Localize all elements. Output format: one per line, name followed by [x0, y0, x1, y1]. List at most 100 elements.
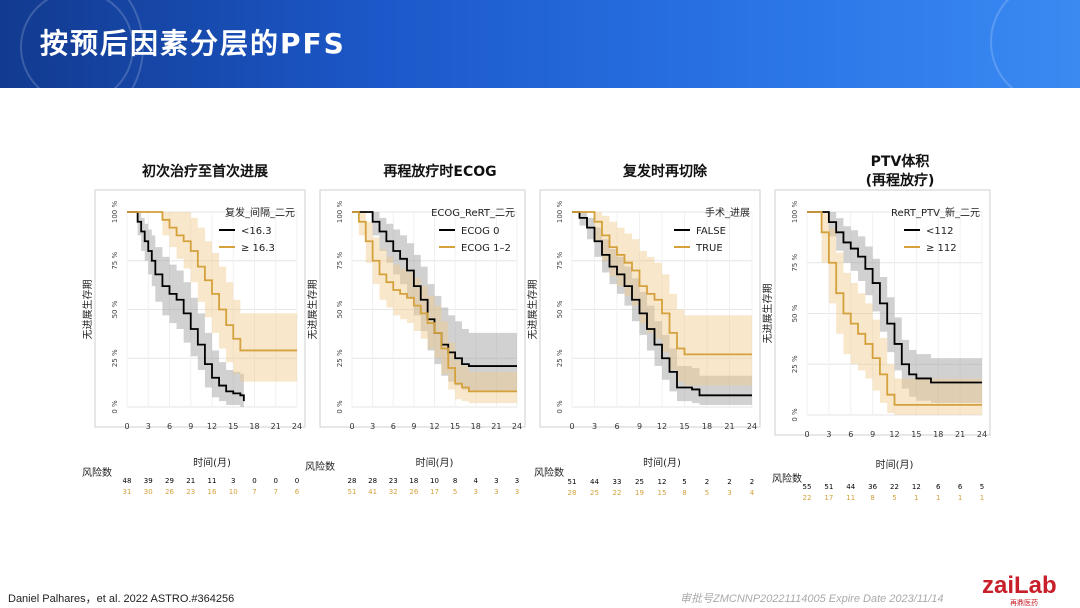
confidence-band-gold — [127, 212, 297, 382]
x-tick-label: 3 — [592, 422, 597, 431]
legend-label: ≥ 112 — [926, 243, 957, 254]
risk-count: 17 — [430, 488, 439, 496]
risk-count: 28 — [368, 477, 377, 485]
risk-count: 1 — [980, 494, 984, 502]
risk-count: 30 — [144, 488, 153, 496]
y-tick-label: 75 % — [556, 252, 564, 270]
risk-count: 11 — [208, 477, 217, 485]
legend-label: FALSE — [696, 226, 726, 237]
risk-count: 12 — [912, 483, 921, 491]
panel-1-title: 初次治疗至首次进展 — [142, 164, 268, 180]
confidence-band-gold — [807, 212, 982, 415]
risk-count: 32 — [389, 488, 398, 496]
x-tick-label: 15 — [450, 422, 460, 431]
legend-label: TRUE — [695, 243, 723, 254]
brain-decoration — [0, 0, 144, 88]
x-tick-label: 6 — [391, 422, 396, 431]
risk-count: 22 — [803, 494, 812, 502]
risk-count: 21 — [186, 477, 195, 485]
plot-frame — [539, 189, 761, 428]
risk-count: 3 — [494, 477, 498, 485]
company-logo-subtext: 再鼎医药 — [1010, 599, 1038, 607]
confidence-band-dark — [807, 212, 982, 403]
risk-count: 8 — [453, 477, 457, 485]
x-tick-label: 24 — [512, 422, 522, 431]
panel-4-title: PTV体积 (再程放疗) — [865, 154, 935, 189]
risk-table-label: 风险数 — [534, 466, 564, 479]
y-tick-label: 75 % — [111, 252, 119, 270]
risk-count: 3 — [231, 477, 235, 485]
risk-count: 3 — [474, 488, 478, 496]
survival-curve-gold — [352, 211, 517, 393]
risk-count: 5 — [705, 489, 709, 497]
risk-count: 1 — [958, 494, 962, 502]
x-tick-label: 0 — [569, 422, 574, 431]
survival-curve-gold — [127, 211, 297, 352]
risk-count: 2 — [727, 478, 731, 486]
risk-count: 51 — [348, 488, 357, 496]
risk-count: 0 — [274, 477, 278, 485]
risk-table-label: 风险数 — [82, 466, 112, 479]
risk-count: 39 — [144, 477, 153, 485]
risk-count: 28 — [568, 489, 577, 497]
x-tick-label: 24 — [977, 430, 987, 439]
y-tick-label: 0 % — [336, 400, 344, 414]
risk-count: 5 — [453, 488, 457, 496]
legend-label: <16.3 — [241, 226, 272, 237]
y-tick-label: 0 % — [111, 400, 119, 414]
y-axis-label: 无进展生存期 — [81, 280, 94, 340]
x-axis-label: 时间(月) — [876, 458, 914, 471]
y-tick-label: 50 % — [791, 304, 799, 322]
y-axis-label: 无进展生存期 — [761, 284, 774, 344]
risk-count: 7 — [252, 488, 256, 496]
legend-label: <112 — [926, 226, 953, 237]
approval-number: 审批号ZMCNNP20221114005 Expire Date 2023/11… — [680, 593, 944, 605]
plot-frame — [94, 189, 306, 428]
citation: Daniel Palhares，et al. 2022 ASTRO.#36425… — [8, 593, 235, 605]
legend-label: ECOG 1–2 — [461, 243, 511, 254]
legend-title: 复发_间隔_二元 — [225, 206, 295, 219]
y-tick-label: 25 % — [556, 349, 564, 367]
risk-count: 10 — [430, 477, 439, 485]
x-tick-label: 21 — [724, 422, 734, 431]
x-tick-label: 24 — [747, 422, 757, 431]
risk-count: 7 — [274, 488, 278, 496]
risk-count: 44 — [590, 478, 599, 486]
risk-count: 19 — [635, 489, 644, 497]
legend-label: ≥ 16.3 — [241, 243, 275, 254]
legend-title: ReRT_PTV_新_二元 — [891, 206, 980, 219]
risk-count: 12 — [658, 478, 667, 486]
risk-count: 5 — [980, 483, 984, 491]
risk-count: 55 — [803, 483, 812, 491]
risk-count: 31 — [123, 488, 132, 496]
x-tick-label: 6 — [614, 422, 619, 431]
x-tick-label: 6 — [848, 430, 853, 439]
legend-label: ECOG 0 — [461, 226, 499, 237]
risk-count: 36 — [868, 483, 877, 491]
ear-decoration — [990, 0, 1080, 88]
risk-count: 3 — [515, 477, 519, 485]
risk-count: 1 — [914, 494, 918, 502]
x-tick-label: 3 — [826, 430, 831, 439]
x-tick-label: 24 — [292, 422, 302, 431]
legend-title: 手术_进展 — [705, 206, 750, 219]
risk-count: 22 — [613, 489, 622, 497]
x-tick-label: 12 — [657, 422, 667, 431]
plot-frame — [774, 189, 991, 436]
risk-count: 33 — [613, 478, 622, 486]
survival-curve-gold — [807, 211, 982, 406]
y-tick-label: 75 % — [336, 252, 344, 270]
y-axis-label: 无进展生存期 — [306, 280, 319, 340]
x-tick-label: 18 — [471, 422, 481, 431]
km-panel-3: 0 %25 %50 %75 %100 %0 3 6 9 12 15 18 21 24无进展生存期… — [526, 189, 761, 497]
x-axis-label: 时间(月) — [193, 456, 231, 469]
slide-title: 按预后因素分层的PFS — [40, 27, 346, 60]
x-tick-label: 12 — [889, 430, 899, 439]
risk-count: 44 — [846, 483, 855, 491]
risk-count: 48 — [123, 477, 132, 485]
risk-count: 41 — [368, 488, 377, 496]
risk-count: 8 — [870, 494, 874, 502]
x-tick-label: 9 — [188, 422, 193, 431]
risk-count: 2 — [705, 478, 709, 486]
